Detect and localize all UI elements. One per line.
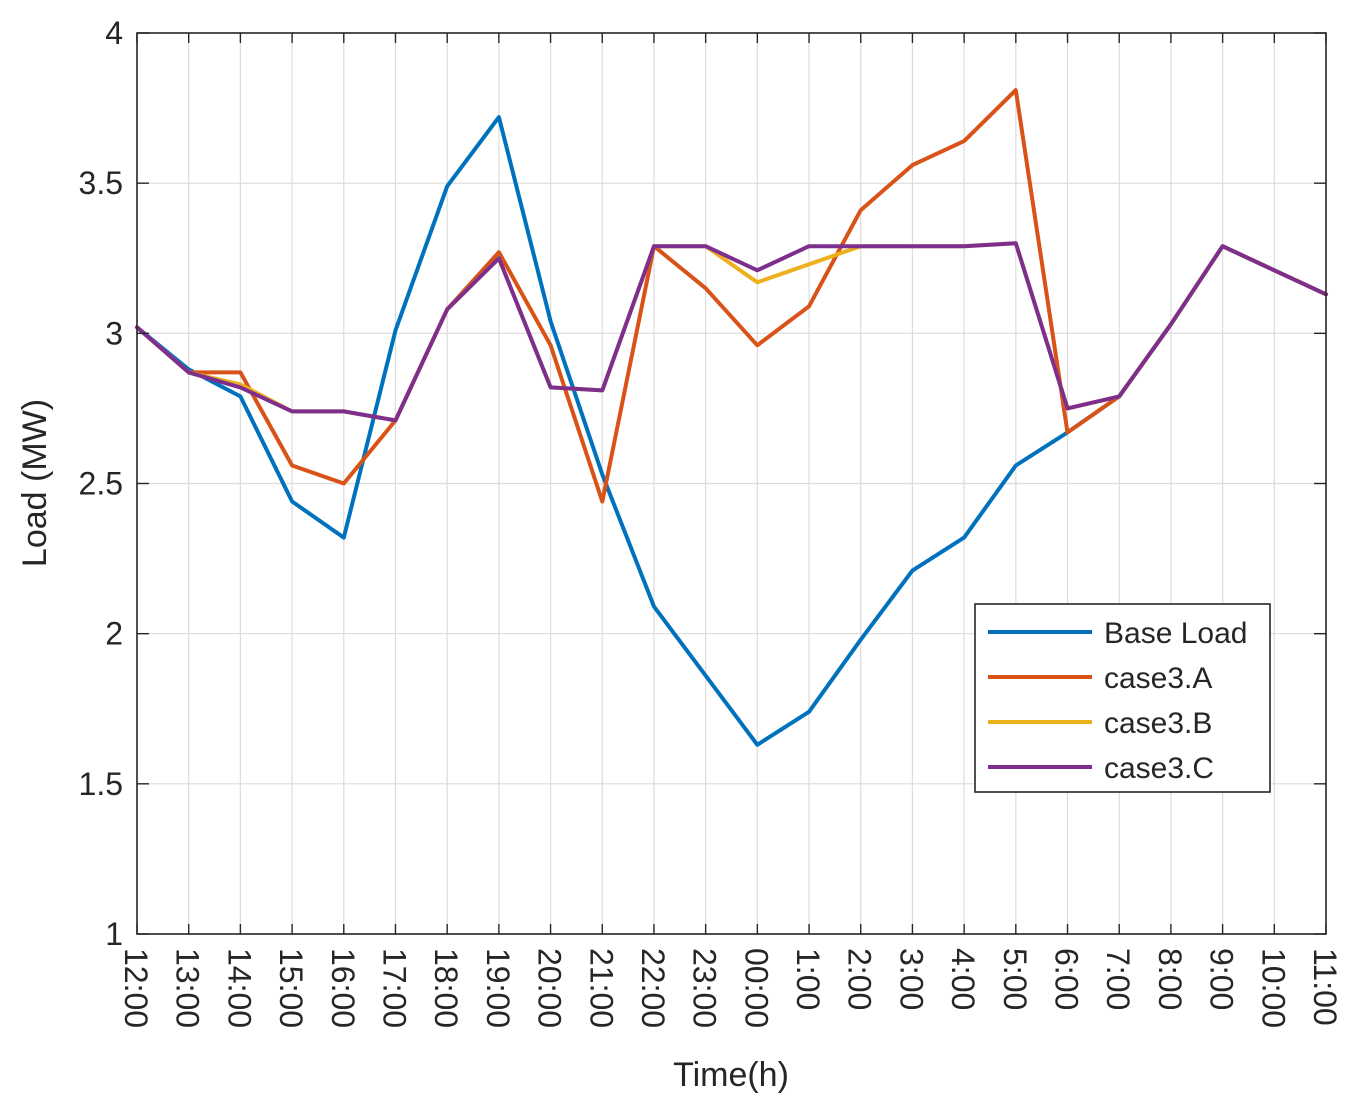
x-tick-label: 3:00 xyxy=(893,948,929,1010)
x-tick-label: 21:00 xyxy=(583,948,619,1028)
x-tick-label: 00:00 xyxy=(738,948,774,1028)
series-layer xyxy=(135,88,1328,747)
x-tick-label: 17:00 xyxy=(376,948,412,1028)
x-tick-label: 23:00 xyxy=(687,948,723,1028)
legend-label: case3.B xyxy=(1104,707,1212,740)
y-tick-label: 1 xyxy=(105,916,123,952)
grid-layer xyxy=(136,32,1327,935)
legend-items: Base Load case3.A case3.B case3.C xyxy=(988,617,1247,785)
y-axis-label: Load (MW) xyxy=(16,399,54,567)
x-tick-label: 2:00 xyxy=(842,948,878,1010)
legend-label: Base Load xyxy=(1104,617,1247,650)
y-tick-label: 3.5 xyxy=(79,165,123,201)
x-tick-label: 9:00 xyxy=(1204,948,1240,1010)
x-tick-label: 20:00 xyxy=(532,948,568,1028)
x-tick-label: 1:00 xyxy=(790,948,826,1010)
series-line xyxy=(135,241,1328,423)
x-tick-label: 19:00 xyxy=(480,948,516,1028)
legend-box xyxy=(974,603,1271,793)
x-tick-label: 11:00 xyxy=(1307,948,1343,1026)
x-tick-label: 13:00 xyxy=(170,948,206,1028)
x-tick-label: 4:00 xyxy=(945,948,981,1010)
x-tick-label: 8:00 xyxy=(1152,948,1188,1010)
y-tick-label: 2.5 xyxy=(79,466,123,502)
x-tick-label: 7:00 xyxy=(1100,948,1136,1010)
tick-layer: 12:00 13:00 14:00 15:00 16:00 17:00 18:00 19:00… xyxy=(79,15,1343,1028)
y-tick-label: 1.5 xyxy=(79,766,123,802)
x-tick-label: 12:00 xyxy=(118,948,154,1028)
x-tick-label: 5:00 xyxy=(997,948,1033,1010)
y-tick-label: 4 xyxy=(105,15,123,51)
x-tick-label: 18:00 xyxy=(428,948,464,1028)
x-tick-label: 16:00 xyxy=(325,948,361,1028)
x-axis-label: Time(h) xyxy=(673,1056,789,1094)
legend-label: case3.A xyxy=(1104,662,1212,695)
y-tick-label: 3 xyxy=(105,315,123,351)
legend-label: case3.C xyxy=(1104,752,1214,785)
x-tick-label: 22:00 xyxy=(635,948,671,1028)
x-tick-label: 10:00 xyxy=(1255,948,1291,1028)
legend: Base Load case3.A case3.B case3.C xyxy=(974,603,1271,793)
series-line xyxy=(135,241,1328,423)
x-tick-label: 14:00 xyxy=(221,948,257,1028)
series-line xyxy=(135,88,1328,504)
label-layer: Load (MW) Time(h) xyxy=(16,399,789,1094)
x-tick-label: 6:00 xyxy=(1049,948,1085,1010)
x-tick-label: 15:00 xyxy=(273,948,309,1028)
y-tick-label: 2 xyxy=(105,616,123,652)
